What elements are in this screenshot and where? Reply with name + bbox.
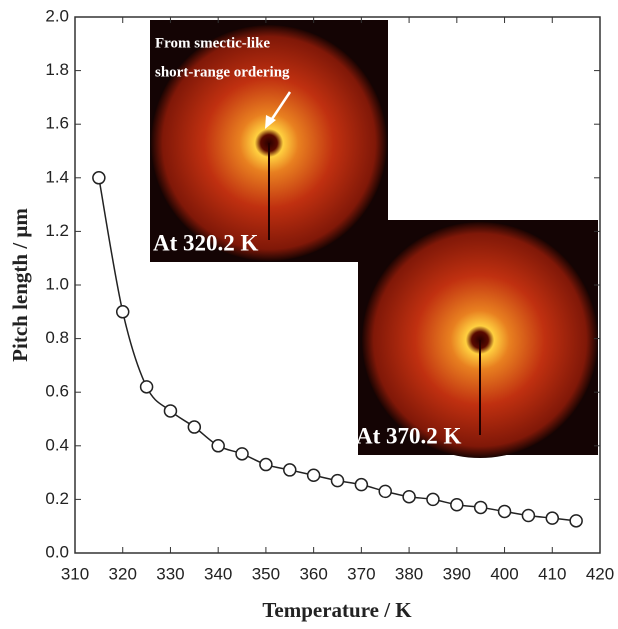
data-point [212,440,224,452]
data-point [403,491,415,503]
annotation: At 370.2 K [356,423,462,448]
data-point [164,405,176,417]
y-tick-label: 2.0 [45,6,69,25]
x-tick-label: 420 [586,564,614,583]
data-point [379,485,391,497]
data-point [284,464,296,476]
x-tick-label: 390 [443,564,471,583]
annotation: From smectic-like [155,35,270,51]
data-point [427,493,439,505]
data-point [93,172,105,184]
y-tick-label: 0.8 [45,328,69,347]
data-point [332,475,344,487]
x-axis-label: Temperature / K [262,598,412,622]
data-point [546,512,558,524]
data-point [188,421,200,433]
data-point [355,479,367,491]
data-point [141,381,153,393]
x-tick-label: 330 [156,564,184,583]
x-tick-label: 400 [490,564,518,583]
x-tick-label: 310 [61,564,89,583]
x-tick-label: 360 [299,564,327,583]
data-point [499,505,511,517]
annotation: At 320.2 K [153,230,259,255]
x-tick-label: 320 [109,564,137,583]
data-point [475,501,487,513]
y-tick-label: 1.2 [45,221,69,240]
x-tick-label: 410 [538,564,566,583]
y-tick-label: 1.4 [45,167,69,186]
y-tick-label: 1.8 [45,60,69,79]
y-tick-label: 1.0 [45,274,69,293]
data-point [117,306,129,318]
data-point [236,448,248,460]
chart: From smectic-like short-range ordering A… [0,0,618,629]
y-tick-label: 0.2 [45,489,69,508]
y-tick-label: 1.6 [45,114,69,133]
y-tick-label: 0.0 [45,542,69,561]
annotation: short-range ordering [155,64,290,80]
x-tick-label: 380 [395,564,423,583]
data-point [451,499,463,511]
data-point [570,515,582,527]
x-tick-label: 370 [347,564,375,583]
y-tick-label: 0.6 [45,382,69,401]
y-axis-label: Pitch length / μm [8,208,32,362]
data-point [522,509,534,521]
y-tick-label: 0.4 [45,435,69,454]
x-tick-label: 340 [204,564,232,583]
data-point [308,469,320,481]
x-tick-label: 350 [252,564,280,583]
data-point [260,459,272,471]
